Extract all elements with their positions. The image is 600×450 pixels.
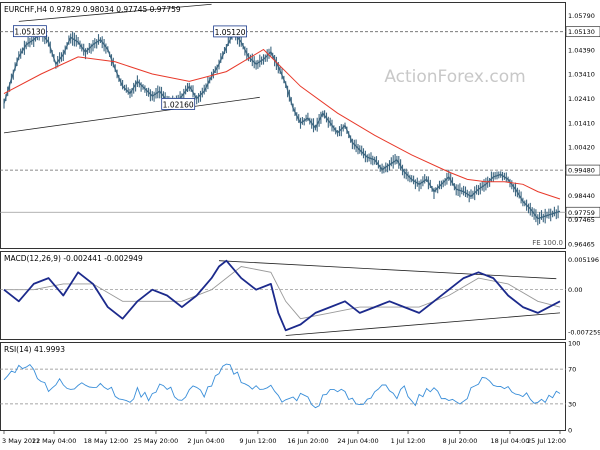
macd-tick-label: 0.00: [568, 286, 582, 294]
price-tick-label: 0.96465: [568, 240, 595, 248]
main-watermark: ActionForex.com: [384, 67, 525, 87]
price-tick-label: 1.01410: [568, 119, 595, 127]
rsi-header: RSI(14) 41.9993: [4, 345, 65, 354]
level-label: 1.02160: [163, 100, 194, 109]
rsi-tick-label: 30: [568, 400, 576, 408]
price-tick-label: 0.99480: [568, 167, 595, 175]
price-tick-label: 1.05790: [568, 12, 595, 20]
level-label-box: [13, 25, 47, 38]
price-tick-label: 1.04390: [568, 46, 595, 54]
price-tick-highlight: [565, 26, 600, 38]
price-tick-highlight: [565, 164, 600, 176]
time-tick-label: 1 Jul 12:00: [391, 437, 426, 445]
price-line: [3, 31, 561, 220]
macd-header: MACD(12,26,9) -0.002441 -0.002949: [4, 254, 143, 263]
time-tick-label: 8 Jul 20:00: [442, 437, 477, 445]
fe-label: FE 100.0: [532, 239, 563, 247]
time-tick-label: 16 Jun 20:00: [287, 437, 328, 445]
macd-lower-trendline: [285, 312, 561, 336]
time-tick-label: 18 Jul 04:00: [490, 437, 529, 445]
macd-signal-line: [4, 266, 561, 320]
rsi-tick-label: 0: [568, 427, 572, 435]
price-tick-label: 1.02410: [568, 95, 595, 103]
time-tick-label: 25 Jul 12:00: [527, 437, 566, 445]
main-plot: 1.05130 1.05120 1.02160: [0, 3, 566, 226]
main-panel: [0, 2, 566, 249]
level-label-box: [213, 25, 247, 38]
macd-line: [3, 259, 561, 332]
price-tick-label: 0.97759: [568, 209, 595, 217]
level-label: 1.05120: [215, 28, 246, 37]
price-tick-label: 0.98440: [568, 192, 595, 200]
price-tick-highlight: [565, 206, 600, 218]
time-tick-label: 24 Jun 04:00: [337, 437, 378, 445]
price-tick-label: 0.97465: [568, 216, 595, 224]
moving-average-line: [3, 48, 561, 200]
price-tick-label: 1.03410: [568, 70, 595, 78]
rsi-tick-label: 100: [568, 340, 580, 348]
time-tick-label: 2 Jun 04:00: [187, 437, 224, 445]
price-tick-label: 1.00420: [568, 144, 595, 152]
rsi-tick-label: 70: [568, 366, 576, 374]
time-tick-label: 25 May 20:00: [134, 437, 179, 445]
rsi-panel: [0, 342, 566, 431]
rsi-line: [3, 363, 561, 409]
time-tick-label: 9 Jun 12:00: [239, 437, 276, 445]
axes: 1.05790 1.05130 1.04390 1.03410 1.02410 1.014…: [2, 12, 600, 445]
level-label-box: [161, 98, 196, 110]
time-tick-label: 18 May 12:00: [84, 437, 129, 445]
price-tick-label: 1.05130: [568, 28, 595, 36]
channel-upper-line: [18, 3, 212, 22]
time-tick-label: 11 May 04:00: [32, 437, 77, 445]
macd-upper-trendline: [218, 260, 557, 280]
rsi-plot: [0, 363, 566, 409]
macd-plot: [0, 259, 566, 336]
level-label: 1.05130: [14, 28, 45, 37]
macd-tick-label: -0.007259: [568, 328, 600, 336]
macd-tick-label: 0.005196: [568, 256, 599, 264]
main-header: EURCHF,H4 0.97829 0.98034 0.97745 0.9775…: [4, 5, 181, 14]
channel-lower-line: [3, 96, 260, 134]
time-tick-label: 3 May 2022: [2, 437, 40, 445]
